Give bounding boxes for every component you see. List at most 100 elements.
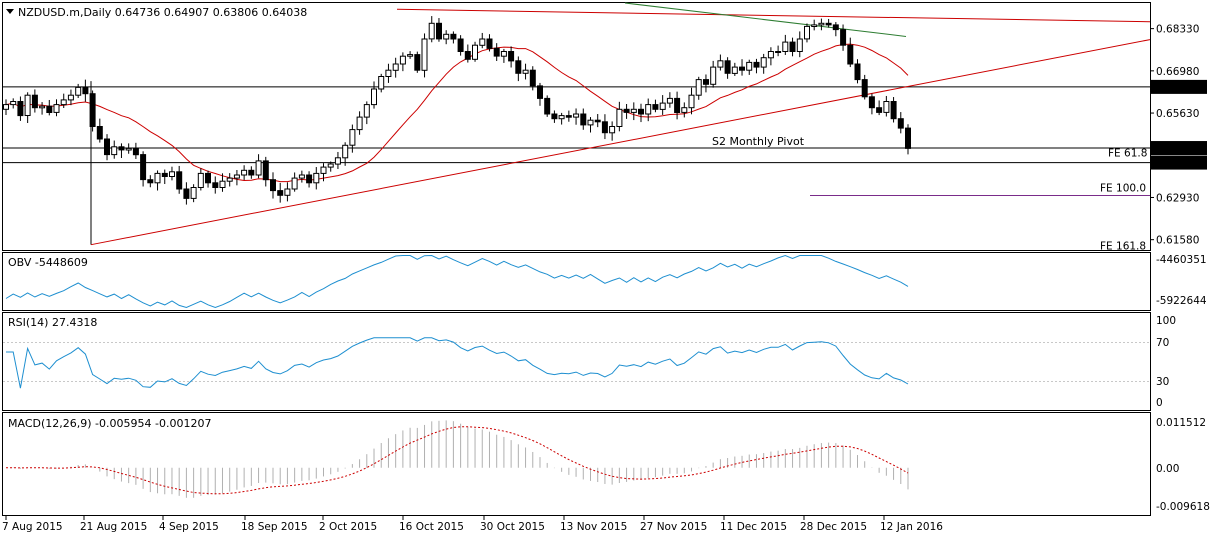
annotations: S2 Monthly Pivot FE 61.8 FE 100.0 FE 161.8 <box>712 135 1147 252</box>
candle-body <box>363 104 370 118</box>
candle-body <box>371 88 377 106</box>
candle-body <box>161 172 168 177</box>
candle-body <box>82 86 89 95</box>
candle <box>688 87 695 115</box>
candle <box>731 62 738 76</box>
obv-tick-low: -5922644 <box>1156 295 1207 307</box>
candle-body <box>746 61 753 71</box>
candle <box>832 22 839 37</box>
falling-trendline <box>624 2 907 37</box>
x-tick-label: 2 Oct 2015 <box>319 521 377 533</box>
candle <box>529 66 536 91</box>
candle <box>811 19 818 31</box>
candle-body <box>883 101 890 113</box>
price-tag-box <box>1151 141 1207 156</box>
price-tag-box <box>1151 155 1207 170</box>
moving-average <box>5 43 909 183</box>
candle-body <box>876 107 883 113</box>
candle <box>753 58 760 74</box>
candle <box>46 99 53 116</box>
candle-body <box>515 60 522 74</box>
candle <box>10 98 17 109</box>
macd-tick-low: -0.009618 <box>1156 501 1210 513</box>
candle <box>226 173 233 187</box>
moving-average-line <box>5 43 909 183</box>
candle <box>638 103 644 123</box>
x-tick-label: 21 Aug 2015 <box>80 521 147 533</box>
candle <box>284 182 291 202</box>
candle <box>399 52 406 72</box>
candle <box>703 74 709 93</box>
candle <box>767 47 774 66</box>
x-tick-label: 30 Oct 2015 <box>480 521 545 533</box>
candle <box>31 89 38 113</box>
candle <box>659 95 666 115</box>
candle-body <box>111 146 118 156</box>
candle-body <box>767 51 774 59</box>
candle-body <box>811 24 818 27</box>
candle-body <box>630 108 637 113</box>
candle <box>573 108 580 125</box>
candle <box>140 151 147 187</box>
candle <box>421 33 428 78</box>
obv-line <box>5 254 909 309</box>
candle <box>371 81 377 109</box>
price-tag-box <box>1151 79 1207 94</box>
candle-body <box>479 38 486 46</box>
candle-body <box>291 177 298 190</box>
x-tick-label: 16 Oct 2015 <box>399 521 464 533</box>
candle-body <box>334 157 341 165</box>
candle-body <box>609 126 616 134</box>
price-y-axis: 0.68330 0.66980 0.65630 0.62930 0.61580 <box>1150 24 1199 247</box>
s2-monthly-pivot-label: S2 Monthly Pivot <box>712 135 805 148</box>
candle <box>876 100 883 116</box>
candle <box>551 110 558 123</box>
candle-body <box>342 144 349 159</box>
candle-body <box>212 182 219 189</box>
candle-body <box>500 51 507 57</box>
candle <box>270 172 276 199</box>
candle-body <box>659 102 666 110</box>
dropdown-triangle-icon[interactable] <box>6 9 14 14</box>
candle <box>233 169 240 186</box>
candle-body <box>652 104 659 110</box>
candle-body <box>645 104 652 115</box>
x-tick-label: 11 Dec 2015 <box>720 521 787 533</box>
candle <box>666 92 673 108</box>
candle <box>53 99 60 117</box>
candle-body <box>327 163 334 168</box>
candle-body <box>753 61 760 68</box>
candle <box>905 124 911 155</box>
fe-61-8-label: FE 61.8 <box>1108 147 1147 159</box>
candle-body <box>508 51 515 62</box>
candle-body <box>840 29 847 46</box>
candle-body <box>270 179 276 192</box>
candle-body <box>464 51 471 60</box>
candle <box>897 112 904 134</box>
price-tags: 0.66467 0.64511 0.64046 <box>1151 79 1207 170</box>
price-tick-label: 0.66980 <box>1156 66 1199 78</box>
candle-body <box>89 93 96 127</box>
candle <box>205 170 211 188</box>
candle-body <box>205 172 211 184</box>
candle-body <box>717 60 724 68</box>
candle <box>609 121 616 141</box>
candle <box>60 93 67 109</box>
candle <box>154 170 161 191</box>
candle-body <box>320 166 327 174</box>
candle-body <box>897 118 904 129</box>
candle <box>241 165 248 180</box>
candle <box>89 90 96 132</box>
candle-body <box>616 108 623 128</box>
candle <box>522 63 529 80</box>
candle <box>414 51 421 73</box>
candle-body <box>450 33 457 40</box>
candle-body <box>580 113 587 126</box>
candle-body <box>573 113 580 118</box>
macd-tick-zero: 0.00 <box>1156 463 1179 475</box>
candle-body <box>356 116 363 131</box>
rsi-tick-100: 100 <box>1156 315 1176 327</box>
candle-body <box>522 69 529 74</box>
candle <box>385 63 392 83</box>
candlesticks <box>3 16 911 205</box>
